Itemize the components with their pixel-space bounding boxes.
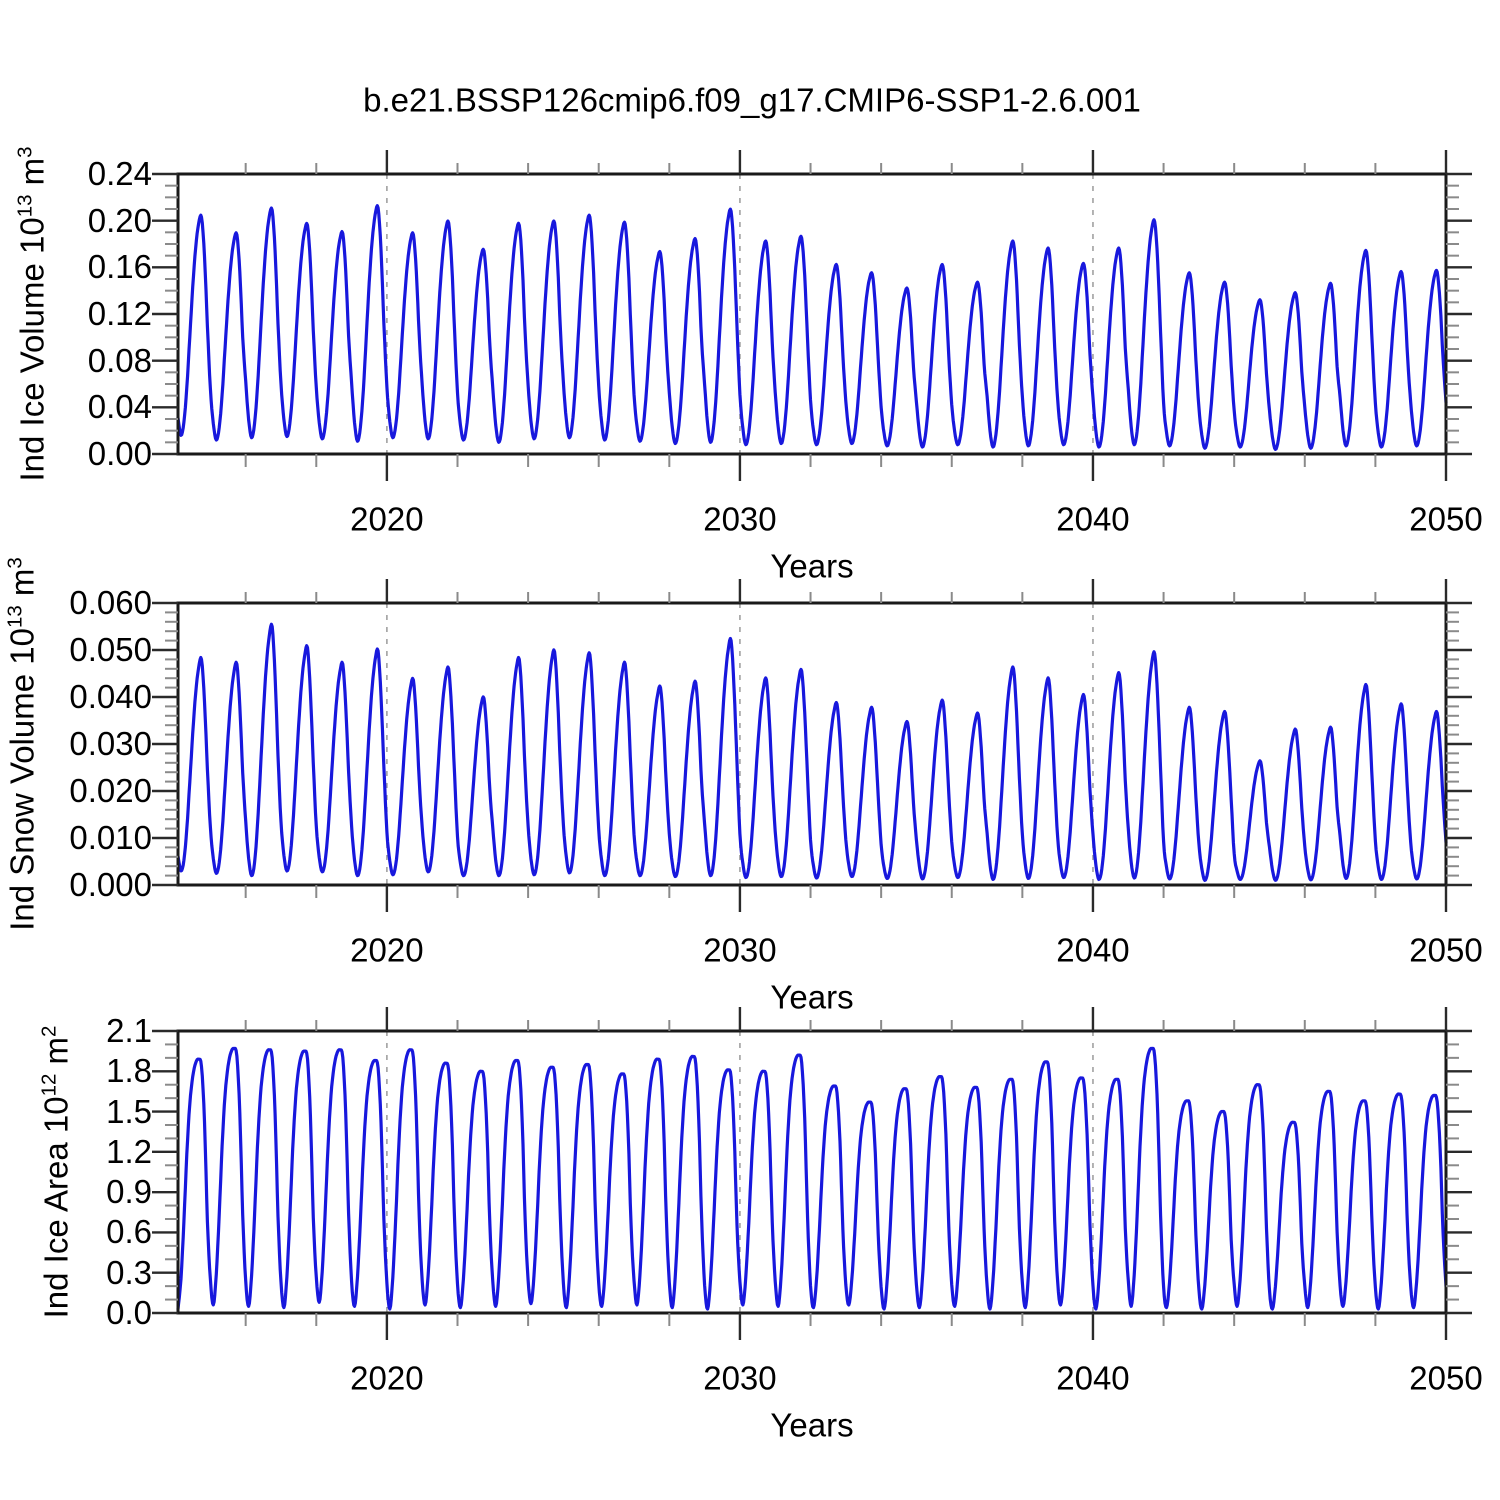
x-tick-label: 2040	[1056, 931, 1130, 969]
exponent: 13	[13, 194, 37, 218]
y-tick-label: 0.16	[87, 248, 152, 286]
panel-3-yaxis-title: Ind Ice Area 1012 m2	[37, 1025, 75, 1319]
x-tick-label: 2050	[1409, 931, 1483, 969]
axis-ticks	[152, 579, 1472, 912]
y-tick-label: 0.08	[87, 341, 152, 379]
yaxis-title-text: Ind Ice Volume 10	[13, 217, 51, 482]
x-tick-label: 2040	[1056, 1359, 1130, 1397]
y-tick-label: 0.00	[87, 434, 152, 472]
figure-title: b.e21.BSSP126cmip6.f09_g17.CMIP6-SSP1-2.…	[363, 81, 1141, 119]
y-tick-label: 1.8	[106, 1052, 152, 1090]
y-tick-label: 0.12	[87, 294, 152, 332]
panel-1-plot	[152, 150, 1472, 481]
panel-2-plot	[152, 579, 1472, 912]
y-tick-label: 0.9	[106, 1172, 152, 1210]
panel-2-xaxis-title: Years	[770, 978, 854, 1016]
x-tick-label: 2020	[350, 1359, 424, 1397]
x-tick-label: 2030	[703, 1359, 777, 1397]
y-tick-label: 0.24	[87, 154, 152, 192]
yaxis-title-text: m	[37, 1036, 75, 1074]
y-tick-label: 0.20	[87, 201, 152, 239]
y-tick-label: 0.040	[69, 677, 152, 715]
panel-1-yaxis-title: Ind Ice Volume 1013 m3	[13, 146, 51, 482]
y-tick-label: 0.010	[69, 818, 152, 856]
yaxis-title-text: m	[13, 157, 51, 195]
exponent: 13	[3, 605, 27, 629]
data-line-ind-ice-area	[176, 1046, 1448, 1311]
y-tick-label: 0.04	[87, 388, 152, 426]
plot-frame	[176, 1029, 1448, 1315]
x-tick-label: 2020	[350, 500, 424, 538]
y-tick-label: 0.6	[106, 1213, 152, 1251]
x-tick-label: 2030	[703, 931, 777, 969]
yaxis-title-text: m	[3, 568, 41, 606]
panel-3-plot	[152, 1007, 1472, 1340]
exponent: 3	[13, 146, 37, 158]
data-line-ind-snow-volume	[176, 622, 1448, 882]
x-tick-label: 2020	[350, 931, 424, 969]
panel-2-yaxis-title: Ind Snow Volume 1013 m3	[3, 557, 41, 931]
yaxis-title-text: Ind Snow Volume 10	[3, 628, 41, 931]
y-tick-label: 0.0	[106, 1293, 152, 1331]
y-tick-label: 1.2	[106, 1132, 152, 1170]
axis-ticks	[152, 1007, 1472, 1340]
panel-1-xaxis-title: Years	[770, 547, 854, 585]
exponent: 3	[3, 557, 27, 569]
y-tick-label: 1.5	[106, 1092, 152, 1130]
x-tick-label: 2030	[703, 500, 777, 538]
y-tick-label: 2.1	[106, 1011, 152, 1049]
yaxis-title-text: Ind Ice Area 10	[37, 1096, 75, 1319]
x-tick-label: 2040	[1056, 500, 1130, 538]
x-tick-label: 2050	[1409, 1359, 1483, 1397]
y-tick-label: 0.060	[69, 583, 152, 621]
axis-ticks	[152, 150, 1472, 481]
y-tick-label: 0.000	[69, 865, 152, 903]
y-tick-label: 0.030	[69, 724, 152, 762]
exponent: 12	[37, 1073, 61, 1097]
y-tick-label: 0.3	[106, 1253, 152, 1291]
exponent: 2	[37, 1025, 61, 1037]
x-tick-label: 2050	[1409, 500, 1483, 538]
y-tick-label: 0.020	[69, 771, 152, 809]
data-line-ind-ice-volume	[176, 204, 1448, 451]
y-tick-label: 0.050	[69, 630, 152, 668]
panel-3-xaxis-title: Years	[770, 1406, 854, 1444]
